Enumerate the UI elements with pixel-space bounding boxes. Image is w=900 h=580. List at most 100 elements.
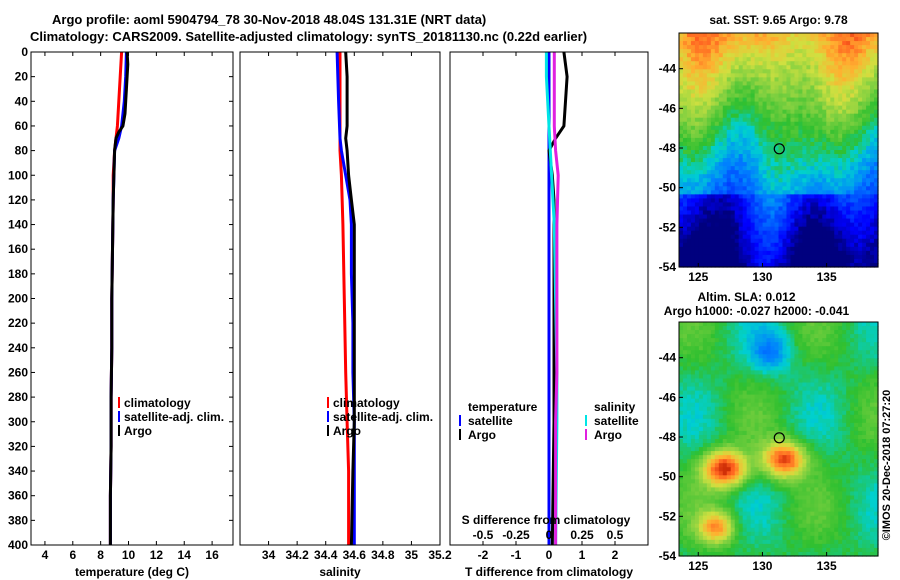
map-cell: [782, 439, 788, 444]
map-cell: [702, 234, 708, 240]
map-cell: [862, 41, 867, 46]
map-cell: [866, 378, 871, 384]
map-cell: [834, 338, 839, 343]
map-cell: [834, 455, 839, 460]
map-cell: [858, 322, 863, 327]
map-cell: [702, 117, 708, 123]
map-cell: [842, 418, 847, 424]
map-cell: [866, 350, 871, 355]
map-cell: [679, 370, 684, 376]
map-cell: [778, 85, 784, 91]
map-cell: [734, 455, 740, 460]
map-cell: [858, 354, 863, 359]
map-cell: [798, 338, 803, 343]
map-cell: [730, 330, 736, 335]
map-cell: [754, 93, 760, 99]
map-cell: [818, 206, 823, 212]
map-cell: [858, 366, 863, 372]
map-cell: [706, 222, 712, 228]
map-cell: [874, 89, 879, 95]
map-cell: [838, 254, 843, 260]
map-cell: [798, 210, 803, 216]
map-cell: [770, 150, 776, 155]
map-cell: [834, 374, 839, 380]
map-cell: [714, 258, 720, 264]
map-cell: [802, 182, 807, 187]
map-cell: [698, 439, 704, 444]
map-cell: [786, 53, 792, 58]
map-cell: [850, 234, 855, 240]
map-cell: [850, 230, 855, 236]
map-cell: [846, 451, 851, 456]
map-cell: [810, 330, 815, 335]
map-cell: [762, 226, 768, 232]
map-cell: [838, 178, 843, 183]
map-cell: [798, 443, 803, 448]
map-cell: [738, 439, 744, 444]
map-cell: [870, 410, 875, 416]
map-cell: [774, 338, 780, 343]
map-cell: [722, 194, 728, 200]
map-cell: [710, 262, 716, 268]
map-cell: [698, 358, 704, 363]
map-cell: [698, 77, 704, 83]
map-cell: [766, 121, 772, 127]
map-cell: [870, 129, 875, 135]
map-cell: [854, 214, 859, 220]
map-cell: [854, 330, 859, 335]
map-cell: [798, 190, 803, 195]
map-cell: [874, 41, 879, 46]
map-cell: [679, 374, 684, 380]
map-cell: [810, 467, 815, 472]
map-cell: [806, 326, 811, 331]
map-cell: [742, 430, 748, 436]
map-cell: [738, 342, 744, 347]
map-cell: [854, 41, 859, 46]
map-cell: [762, 129, 768, 135]
map-cell: [858, 430, 863, 436]
map-cell: [726, 145, 732, 151]
x-tick-label: 6: [69, 548, 76, 562]
map-cell: [758, 230, 764, 236]
map-cell: [766, 254, 772, 260]
map-cell: [790, 358, 796, 363]
map-cell: [802, 162, 807, 167]
map-cell: [754, 471, 760, 476]
map-cell: [734, 406, 740, 412]
map-cell: [762, 238, 768, 244]
map-cell: [690, 250, 696, 256]
map-cell: [679, 246, 684, 252]
map-cell: [834, 37, 839, 42]
map-cell: [686, 186, 692, 191]
map-cell: [830, 394, 835, 400]
map-cell: [706, 214, 712, 220]
map-cell: [846, 170, 851, 175]
map-cell: [806, 49, 811, 54]
map-cell: [774, 418, 780, 424]
map-cell: [826, 133, 831, 139]
map-cell: [694, 53, 700, 58]
map-cell: [718, 133, 724, 139]
map-cell: [714, 366, 720, 372]
map-cell: [742, 471, 748, 476]
y-tick-label: -44: [659, 62, 677, 76]
map-cell: [746, 471, 752, 476]
map-cell: [682, 451, 688, 456]
map-cell: [834, 129, 839, 135]
map-cell: [806, 101, 811, 107]
map-cell: [770, 362, 776, 367]
map-cell: [854, 57, 859, 62]
map-cell: [698, 218, 704, 224]
map-cell: [866, 45, 871, 50]
map-cell: [798, 222, 803, 228]
map-cell: [774, 61, 780, 66]
map-cell: [774, 182, 780, 187]
map-cell: [690, 45, 696, 50]
map-cell: [790, 33, 796, 38]
map-cell: [850, 85, 855, 91]
map-cell: [858, 459, 863, 464]
map-cell: [679, 471, 684, 476]
map-cell: [858, 447, 863, 452]
map-cell: [750, 418, 756, 424]
map-cell: [790, 61, 796, 66]
